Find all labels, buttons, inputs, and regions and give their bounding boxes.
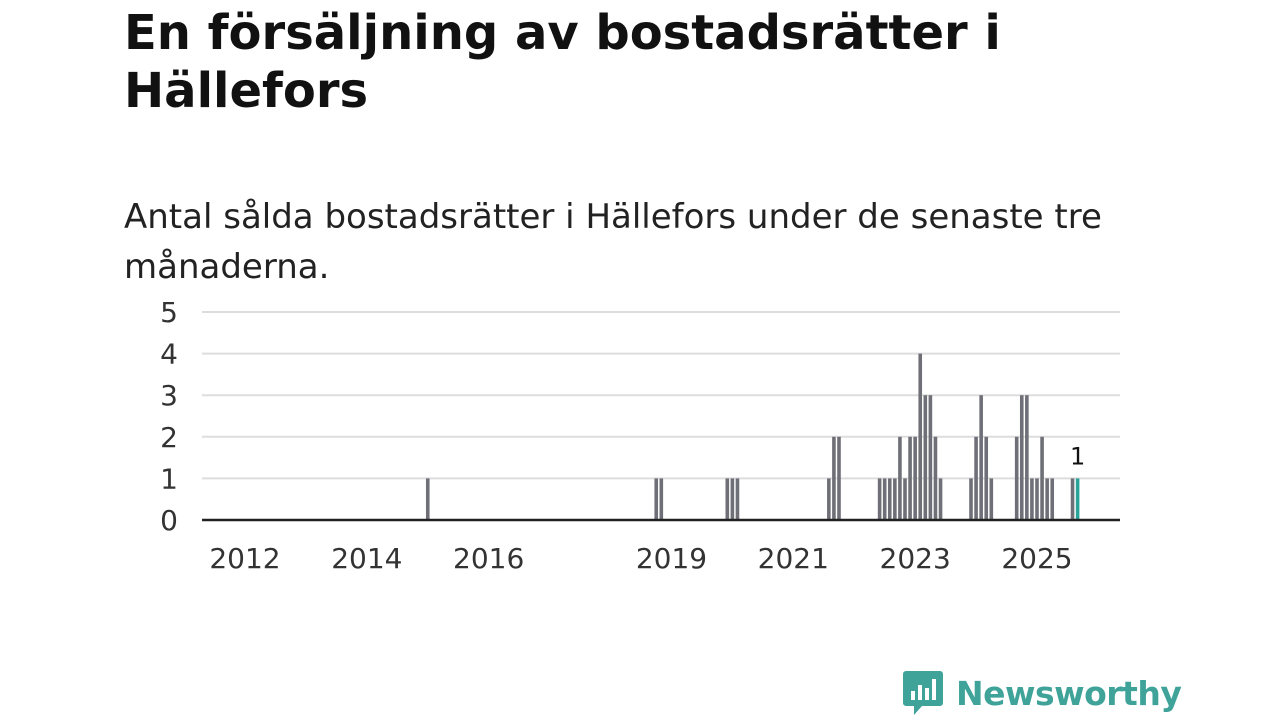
bar	[1019, 395, 1024, 520]
newsworthy-logo-icon	[903, 671, 943, 715]
x-tick-label: 2021	[758, 542, 829, 575]
bars	[425, 353, 1080, 520]
bar	[979, 395, 983, 520]
bar	[969, 478, 973, 520]
chart-title: En försäljning av bostadsrätter i Hällef…	[124, 5, 1001, 119]
y-tick-label: 2	[160, 421, 178, 454]
x-tick-label: 2025	[1001, 542, 1072, 575]
bar-highlight	[1075, 478, 1080, 520]
data-labels: 1	[1070, 442, 1085, 470]
bar	[938, 478, 943, 520]
bar	[903, 478, 907, 520]
bar	[1030, 478, 1034, 520]
x-axis-ticks: 2012 2014 2016 2019 2021 2023 2025	[209, 542, 1072, 575]
x-tick-label: 2012	[209, 542, 280, 575]
newsworthy-logo: Newsworthy	[902, 670, 1182, 716]
bar	[1014, 436, 1019, 520]
chart-subtitle: Antal sålda bostadsrätter i Hällefors un…	[124, 197, 1102, 287]
bar	[877, 478, 882, 520]
bar	[913, 436, 917, 520]
bar	[1045, 478, 1049, 520]
gridlines	[202, 311, 1120, 480]
bar	[827, 478, 831, 520]
bar-chart: 0 1 2 3 4 5 2012 2014 2016 2019 2021 2023 2025 1	[160, 296, 1120, 575]
bar	[928, 395, 933, 520]
bar	[984, 436, 989, 520]
bar	[887, 478, 892, 520]
x-tick-label: 2016	[453, 542, 524, 575]
bar	[923, 395, 928, 520]
bar	[1035, 478, 1039, 520]
y-tick-label: 1	[160, 462, 178, 495]
bar	[654, 478, 659, 520]
bar	[1040, 436, 1044, 520]
bar	[1070, 478, 1075, 520]
bar	[730, 478, 735, 520]
bar	[918, 353, 923, 520]
bar	[425, 478, 430, 520]
bar	[989, 478, 994, 520]
bar	[837, 436, 841, 520]
y-tick-label: 4	[160, 338, 178, 371]
y-tick-label: 3	[160, 379, 178, 412]
bar	[898, 436, 902, 520]
bar	[974, 436, 978, 520]
y-tick-label: 0	[160, 504, 178, 537]
bar	[882, 478, 887, 520]
bar	[1050, 478, 1055, 520]
data-label: 1	[1070, 442, 1085, 470]
brand-name: Newsworthy	[956, 673, 1182, 713]
x-tick-label: 2023	[880, 542, 951, 575]
x-tick-label: 2014	[331, 542, 402, 575]
bar	[735, 478, 740, 520]
bar	[832, 436, 836, 520]
y-axis-ticks: 0 1 2 3 4 5	[160, 296, 178, 537]
x-tick-label: 2019	[636, 542, 707, 575]
y-tick-label: 5	[160, 296, 178, 329]
bar	[893, 478, 897, 520]
bar	[1025, 395, 1029, 520]
bar	[908, 436, 912, 520]
bar	[725, 478, 730, 520]
bar	[659, 478, 664, 520]
bar	[933, 436, 938, 520]
